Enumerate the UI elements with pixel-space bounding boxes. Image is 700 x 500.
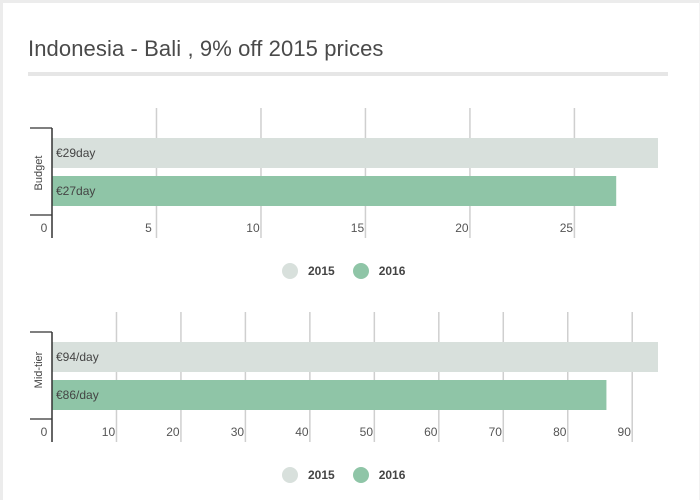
legend-budget: 2015 2016 bbox=[282, 263, 423, 279]
legend-swatch-2016 bbox=[352, 467, 369, 483]
legend-label-2015: 2015 bbox=[308, 264, 335, 278]
legend-swatch-2016 bbox=[352, 263, 369, 279]
bar-2016 bbox=[52, 176, 617, 206]
legend-item-2015[interactable]: 2015 bbox=[282, 467, 335, 483]
bar-label-2016: €27day bbox=[56, 184, 95, 198]
bar-2015 bbox=[52, 342, 658, 372]
x-tick-label: 40 bbox=[295, 425, 309, 439]
x-tick-label: 15 bbox=[351, 221, 365, 235]
x-tick-label: 20 bbox=[166, 425, 180, 439]
x-tick-label: 10 bbox=[246, 221, 260, 235]
x-tick-label: 60 bbox=[424, 425, 438, 439]
x-tick-label: 0 bbox=[41, 221, 48, 235]
bar-label-2016: €86/day bbox=[56, 388, 99, 402]
x-tick-label: 90 bbox=[618, 425, 632, 439]
x-tick-label: 70 bbox=[489, 425, 503, 439]
x-tick-label: 0 bbox=[41, 425, 48, 439]
chart-title: Indonesia - Bali , 9% off 2015 prices bbox=[28, 36, 384, 61]
bar-label-2015: €29day bbox=[56, 146, 95, 160]
legend-item-2015[interactable]: 2015 bbox=[282, 263, 335, 279]
x-tick-label: 10 bbox=[102, 425, 116, 439]
legend-item-2016[interactable]: 2016 bbox=[352, 263, 406, 279]
category-label: Mid-tier bbox=[33, 351, 45, 388]
legend-swatch-2015 bbox=[282, 263, 298, 279]
title-divider bbox=[28, 72, 668, 76]
legend-item-2016[interactable]: 2016 bbox=[352, 467, 406, 483]
bar-2015 bbox=[52, 138, 658, 168]
bar-2016 bbox=[52, 380, 607, 410]
legend-mid-tier: 2015 2016 bbox=[282, 467, 423, 483]
legend-label-2015: 2015 bbox=[308, 468, 335, 482]
category-label: Budget bbox=[33, 156, 45, 191]
x-tick-label: 25 bbox=[560, 221, 574, 235]
legend-swatch-2015 bbox=[282, 467, 298, 483]
x-tick-label: 20 bbox=[455, 221, 469, 235]
x-tick-label: 80 bbox=[553, 425, 567, 439]
legend-label-2016: 2016 bbox=[378, 264, 406, 278]
legend-label-2016: 2016 bbox=[378, 468, 406, 482]
x-tick-label: 30 bbox=[231, 425, 245, 439]
bar-label-2015: €94/day bbox=[56, 350, 99, 364]
x-tick-label: 5 bbox=[145, 221, 152, 235]
x-tick-label: 50 bbox=[360, 425, 374, 439]
